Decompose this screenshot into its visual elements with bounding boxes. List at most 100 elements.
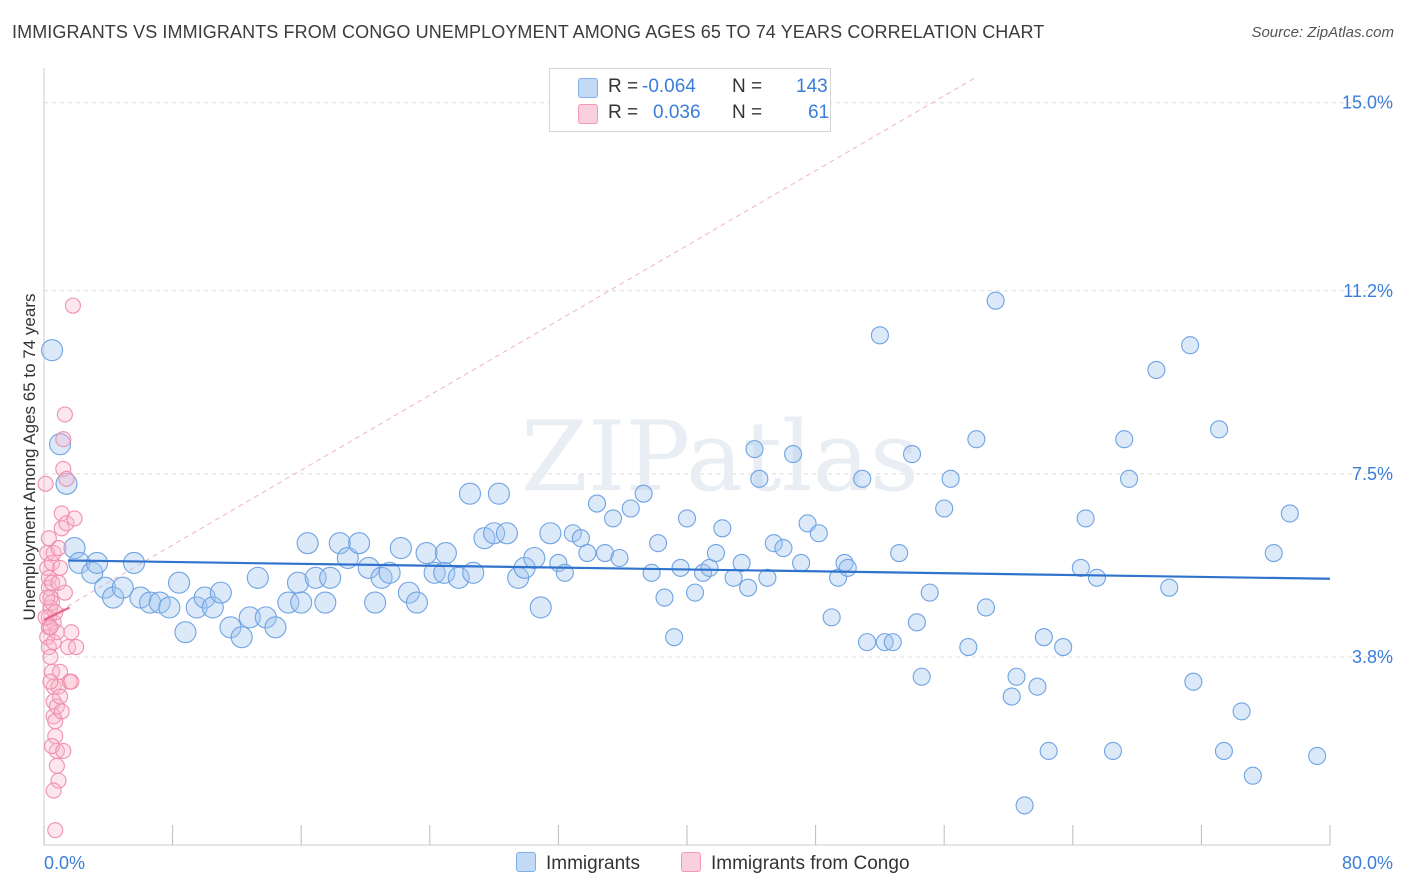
congo-point	[58, 470, 75, 487]
immigrants-point	[671, 558, 690, 577]
immigrants-point	[883, 633, 902, 652]
immigrants-point	[764, 534, 783, 553]
immigrants-point	[49, 433, 72, 456]
immigrants-point	[1181, 336, 1200, 355]
immigrants-point	[750, 469, 769, 488]
watermark: ZIPatlas	[521, 401, 919, 513]
congo-point	[48, 757, 65, 774]
immigrants-point	[1015, 796, 1034, 815]
immigrants-point	[706, 543, 725, 563]
immigrants-point	[745, 440, 764, 459]
immigrants-point	[758, 568, 777, 587]
immigrants-point	[483, 522, 506, 545]
congo-point	[48, 698, 65, 715]
immigrants-point	[296, 532, 319, 555]
immigrants-point	[870, 326, 889, 345]
congo-point	[63, 624, 80, 641]
immigrants-point	[857, 633, 877, 652]
immigrants-point	[604, 509, 623, 528]
immigrants-point	[784, 445, 803, 464]
immigrants-point	[290, 591, 313, 614]
legend-n-value: 143	[796, 76, 828, 97]
immigrants-point	[1002, 687, 1021, 706]
legend-r-value: 0.036	[653, 102, 701, 123]
congo-point	[68, 639, 85, 656]
immigrants-point	[415, 541, 438, 565]
immigrants-point	[920, 583, 939, 602]
immigrants-point	[739, 578, 758, 597]
immigrants-point	[1232, 702, 1251, 721]
bottom-legend-swatch-congo	[681, 852, 701, 872]
y-tick-label: 7.5%	[1352, 464, 1393, 484]
immigrants-point	[405, 591, 428, 614]
immigrants-point	[685, 583, 705, 602]
immigrants-point	[822, 608, 841, 627]
immigrants-point	[158, 596, 181, 619]
legend-r-label: R =	[608, 102, 639, 123]
congo-point	[48, 624, 65, 641]
immigrants-point	[433, 561, 456, 584]
congo-point	[66, 510, 83, 527]
immigrants-point	[1243, 766, 1262, 785]
immigrants-point	[219, 616, 242, 639]
immigrants-point	[1210, 420, 1229, 439]
congo-point	[42, 648, 59, 666]
trend-lines	[43, 559, 1331, 621]
immigrants-point	[713, 519, 732, 538]
tick-labels: 3.8% 7.5% 11.2% 15.0% 0.0% 80.0%	[44, 93, 1393, 873]
immigrants-point	[595, 543, 615, 563]
immigrants-point	[277, 591, 300, 614]
immigrants-point	[642, 563, 661, 582]
immigrants-point	[665, 628, 684, 647]
immigrants-point	[1264, 543, 1283, 563]
immigrants-point	[1103, 741, 1123, 761]
congo-point	[55, 460, 72, 477]
congo-point	[40, 639, 57, 656]
immigrants-point	[458, 482, 482, 505]
immigrants-point	[495, 522, 519, 545]
x-tick-label: 0.0%	[44, 853, 85, 873]
immigrants-point	[63, 537, 86, 560]
immigrants-point	[314, 591, 337, 614]
immigrants-point	[487, 482, 510, 505]
congo-points	[37, 297, 85, 839]
immigrants-point	[55, 472, 78, 495]
immigrants-point	[587, 494, 607, 513]
immigrants-point	[578, 543, 597, 563]
bottom-legend-label: Immigrants from Congo	[711, 853, 910, 874]
chart-title: IMMIGRANTS VS IMMIGRANTS FROM CONGO UNEM…	[12, 22, 1045, 42]
immigrants-point	[1147, 360, 1166, 380]
immigrants-point	[238, 606, 261, 629]
immigrants-point	[167, 571, 191, 594]
legend-n-value: 61	[808, 102, 830, 123]
immigrants-point	[1184, 672, 1203, 691]
bottom-legend-immigrants: Immigrants	[516, 852, 640, 875]
congo-point	[52, 559, 69, 576]
immigrants-point	[1054, 638, 1073, 657]
immigrants-point	[230, 626, 253, 649]
y-axis-label: Unemployment Among Ages 65 to 74 years	[20, 293, 39, 621]
immigrants-point	[1308, 746, 1327, 765]
immigrants-point	[890, 543, 909, 563]
congo-point	[39, 629, 56, 646]
immigrants-point	[809, 524, 828, 543]
immigrants-point	[774, 539, 793, 558]
legend-swatch-congo	[578, 104, 598, 124]
congo-point	[39, 589, 56, 606]
congo-point	[43, 574, 61, 591]
immigrants-point	[319, 566, 342, 589]
immigrants-point	[967, 430, 986, 449]
immigrants-point	[935, 499, 954, 518]
immigrants-point	[389, 537, 412, 560]
immigrants-point	[111, 576, 134, 599]
congo-point	[43, 594, 61, 611]
gridlines	[44, 102, 1390, 658]
congo-point	[58, 515, 75, 532]
immigrants-point	[610, 548, 629, 568]
correlation-legend: R = -0.064 N = 143 R = 0.036 N = 61	[549, 68, 831, 132]
source-label: Source: ZipAtlas.com	[1251, 24, 1394, 41]
immigrants-point	[209, 581, 232, 604]
immigrants-points	[40, 291, 1327, 815]
immigrants-point	[523, 546, 546, 570]
